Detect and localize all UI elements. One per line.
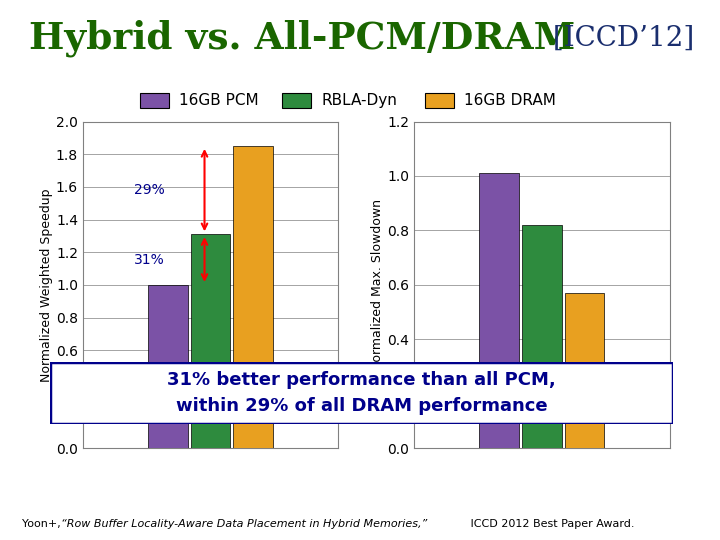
Text: 29%: 29% — [134, 183, 165, 197]
Text: RBLA-Dyn: RBLA-Dyn — [321, 93, 397, 108]
Text: 16GB PCM: 16GB PCM — [179, 93, 258, 108]
Y-axis label: Normalized Weighted Speedup: Normalized Weighted Speedup — [40, 188, 53, 382]
Text: 31% better performance than all PCM,
within 29% of all DRAM performance: 31% better performance than all PCM, wit… — [168, 370, 556, 415]
Text: Hybrid vs. All-PCM/DRAM: Hybrid vs. All-PCM/DRAM — [29, 19, 575, 57]
Bar — [564, 293, 604, 448]
FancyBboxPatch shape — [140, 92, 168, 108]
Text: “Row Buffer Locality-Aware Data Placement in Hybrid Memories,”: “Row Buffer Locality-Aware Data Placemen… — [61, 519, 427, 529]
FancyBboxPatch shape — [282, 92, 311, 108]
Bar — [233, 146, 273, 448]
Text: Yoon+,: Yoon+, — [22, 519, 64, 529]
Text: ICCD 2012 Best Paper Award.: ICCD 2012 Best Paper Award. — [467, 519, 634, 529]
Bar — [480, 173, 519, 448]
FancyBboxPatch shape — [50, 362, 673, 424]
Bar — [148, 285, 188, 448]
Text: 31%: 31% — [134, 253, 165, 267]
Bar — [522, 225, 562, 448]
FancyBboxPatch shape — [425, 92, 454, 108]
Text: [ICCD’12]: [ICCD’12] — [544, 25, 694, 52]
Y-axis label: Normalized Max. Slowdown: Normalized Max. Slowdown — [372, 199, 384, 371]
Bar — [191, 234, 230, 448]
Text: 16GB DRAM: 16GB DRAM — [464, 93, 556, 108]
